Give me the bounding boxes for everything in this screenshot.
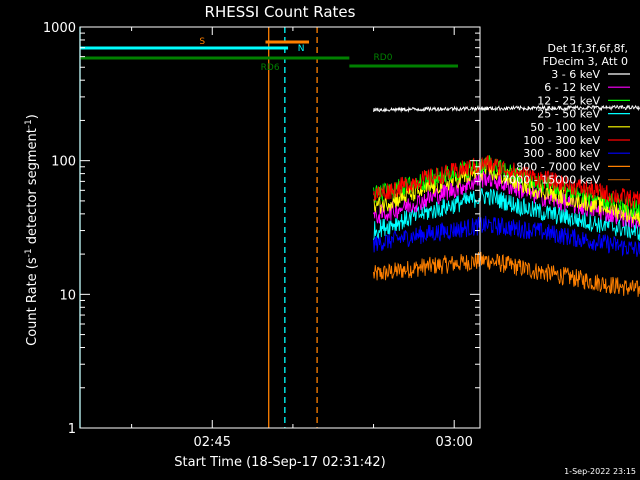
- attenuator-state-bars: [80, 40, 458, 68]
- annotation-0: S: [199, 37, 205, 47]
- plot-frame: [79, 26, 481, 429]
- x-tick-label-1: 03:00: [435, 435, 472, 450]
- series-line-2: [373, 155, 640, 217]
- y-tick-label-0: 1: [68, 422, 76, 437]
- y-tick-label-2: 100: [51, 155, 76, 170]
- series-line-6: [373, 215, 640, 257]
- y-axis-label: Count Rate (s-1 detector segment-1): [24, 114, 40, 346]
- series-line-7: [373, 251, 640, 297]
- annotation-3: RD6: [261, 63, 280, 73]
- annotation-2: RD0: [374, 53, 393, 63]
- y-tick-label-1: 10: [59, 288, 76, 303]
- y-label-part-1: Count Rate (s: [25, 257, 40, 346]
- x-axis-label: Start Time (18-Sep-17 02:31:42): [174, 455, 385, 470]
- y-label-part-3: ): [25, 114, 40, 119]
- legend-label-6: 300 - 800 keV: [523, 147, 600, 160]
- footer-timestamp: 1-Sep-2022 23:15: [564, 467, 636, 476]
- series-line-3: [373, 188, 640, 241]
- legend-label-0: 3 - 6 keV: [551, 68, 600, 81]
- y-label-sup-1: -1: [24, 248, 34, 257]
- legend-label-1: 6 - 12 keV: [544, 81, 600, 94]
- legend-header-line-2: FDecim 3, Att 0: [543, 55, 628, 68]
- y-axis-ticks: 1 10 100 1000: [43, 21, 480, 437]
- chart-title: RHESSI Count Rates: [205, 3, 356, 21]
- legend-label-4: 50 - 100 keV: [530, 121, 600, 134]
- legend-label-3: 25 - 50 keV: [537, 108, 600, 121]
- y-label-part-2: detector segment: [25, 128, 40, 248]
- series-line-5: [373, 155, 640, 209]
- annotation-1: N: [298, 44, 305, 54]
- series-line-1: [373, 169, 640, 229]
- legend: Det 1f,3f,6f,8f, FDecim 3, Att 0 3 - 6 k…: [502, 42, 630, 187]
- legend-label-8: 7000 - 15000 keV: [502, 174, 600, 187]
- series-line-0: [373, 104, 640, 113]
- legend-header-line-1: Det 1f,3f,6f,8f,: [547, 42, 628, 55]
- y-label-sup-2: -1: [24, 119, 34, 128]
- state-annotations: S N RD0 RD6: [199, 37, 392, 73]
- series-layer: [373, 104, 640, 297]
- y-tick-label-3: 1000: [43, 21, 76, 36]
- legend-label-7: 800 - 7000 keV: [516, 160, 600, 173]
- legend-label-5: 100 - 300 keV: [523, 134, 600, 147]
- x-tick-label-0: 02:45: [194, 435, 231, 450]
- series-line-4: [373, 160, 640, 225]
- legend-label-2: 12 - 25 keV: [537, 94, 600, 107]
